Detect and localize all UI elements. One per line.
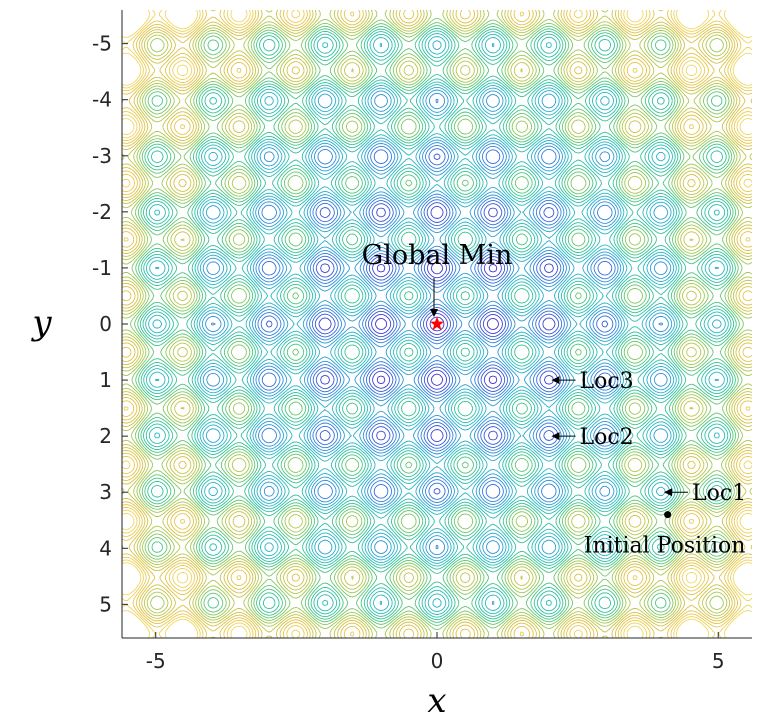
contour-level <box>139 27 735 621</box>
contour-level <box>142 30 732 618</box>
y-tick-label: 0 <box>99 312 112 336</box>
contour-level <box>122 10 752 638</box>
annotation-initial-position: Initial Position <box>584 534 746 559</box>
contour-level <box>137 25 737 623</box>
x-tick-label: -5 <box>146 649 166 673</box>
contour-level <box>122 10 752 638</box>
y-tick-label: 2 <box>99 424 112 448</box>
axes: -5 -4 -3 -2 -1 0 1 2 3 4 5 -5 0 5 <box>92 10 752 673</box>
contour-level <box>122 10 752 638</box>
contour-level <box>122 10 752 638</box>
contour-level <box>122 10 752 638</box>
y-axis-label: y <box>30 303 52 343</box>
contour-level <box>130 17 744 631</box>
y-tick-label: -4 <box>92 88 112 112</box>
y-tick-label: -3 <box>92 144 112 168</box>
contour-level <box>152 40 722 608</box>
x-tick-label: 5 <box>712 649 725 673</box>
initial-position-marker <box>664 511 672 519</box>
contour-level <box>265 153 609 495</box>
contour-level <box>134 22 740 626</box>
contour-level <box>122 10 752 638</box>
contour-level <box>211 98 663 550</box>
y-tick-label: -2 <box>92 200 112 224</box>
y-tick-label: -1 <box>92 256 112 280</box>
global-min-marker <box>429 316 445 331</box>
contour-level <box>148 36 726 612</box>
annotation-loc2: Loc2 <box>580 425 634 450</box>
contour-level <box>145 33 729 615</box>
chart-marks: Global Min Loc3 Loc2 Loc1 Initial Position <box>362 240 747 559</box>
contour-level <box>122 10 752 638</box>
y-tick-label: 1 <box>99 368 112 392</box>
y-tick-label: -5 <box>92 32 112 56</box>
y-tick-label: 4 <box>99 536 112 560</box>
x-tick-label: 0 <box>431 649 444 673</box>
annotation-global-min: Global Min <box>362 240 513 271</box>
contour-level <box>205 92 669 556</box>
contour-level <box>122 10 752 638</box>
y-tick-label: 3 <box>99 480 112 504</box>
annotation-loc1: Loc1 <box>692 481 746 506</box>
contour-level <box>374 262 500 386</box>
x-axis-label: x <box>427 681 446 721</box>
contour-level <box>201 89 673 559</box>
annotation-loc3: Loc3 <box>580 369 634 394</box>
contour-lines <box>122 10 752 638</box>
y-tick-label: 5 <box>99 592 112 616</box>
contour-level <box>318 205 556 443</box>
